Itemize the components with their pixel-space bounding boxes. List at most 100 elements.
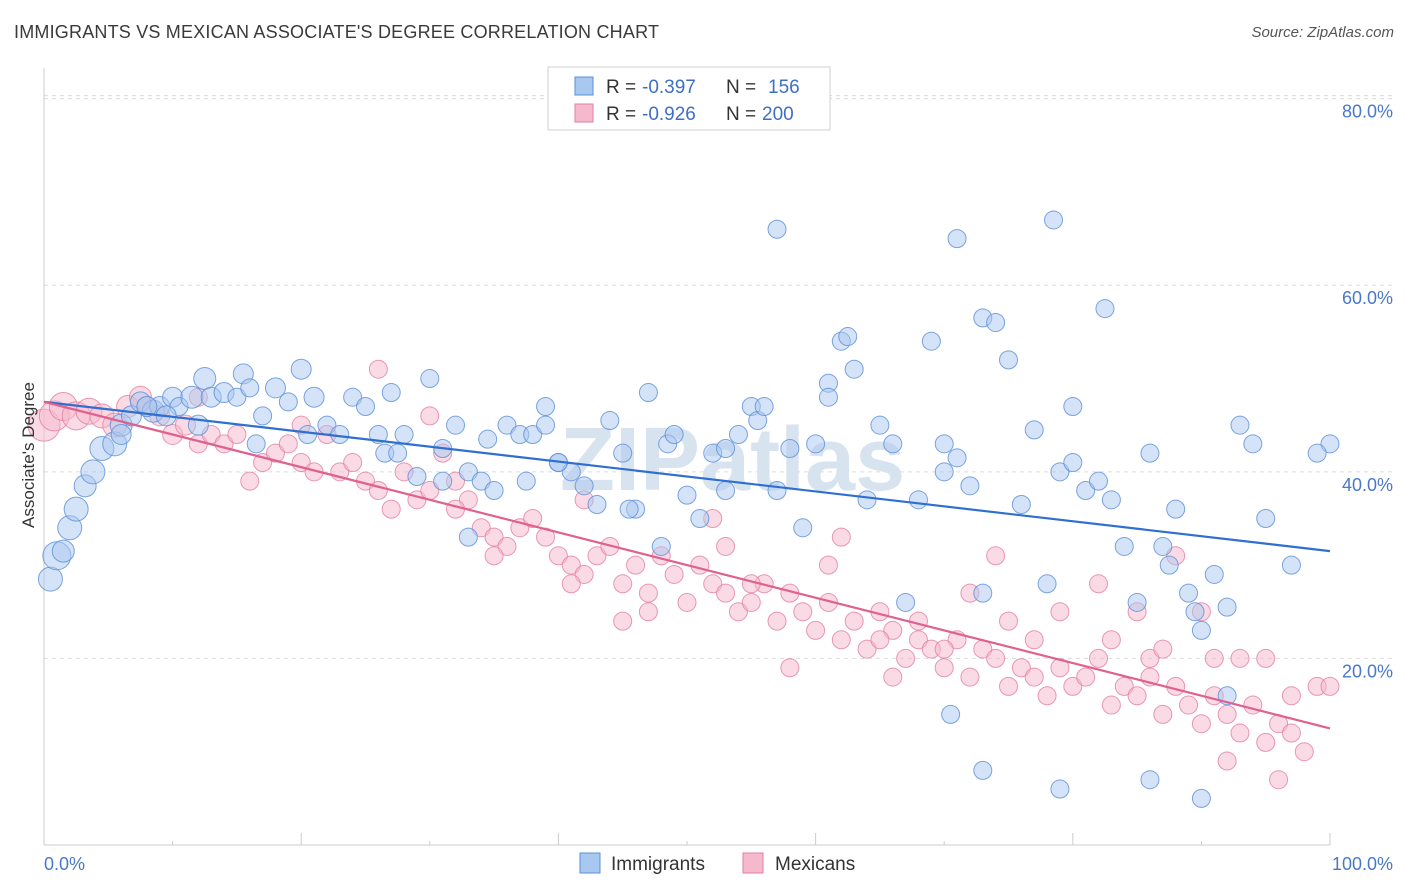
bottom-legend-swatch-mexicans xyxy=(742,852,764,874)
point-immigrants-40 xyxy=(458,462,478,482)
point-mexicans-94 xyxy=(1230,723,1250,743)
point-immigrants-102 xyxy=(1166,499,1186,519)
point-immigrants-47 xyxy=(523,425,543,445)
point-immigrants-61 xyxy=(690,508,710,528)
point-mexicans-58 xyxy=(767,611,787,631)
point-immigrants-35 xyxy=(394,425,414,445)
point-immigrants-121 xyxy=(818,387,838,407)
point-immigrants-25 xyxy=(278,392,298,412)
point-mexicans-114 xyxy=(716,536,736,556)
point-immigrants-53 xyxy=(600,411,620,431)
legend-r-label-mexicans: R = xyxy=(606,104,636,125)
point-mexicans-102 xyxy=(368,359,388,379)
point-mexicans-25 xyxy=(343,453,363,472)
point-immigrants-77 xyxy=(870,415,890,435)
point-mexicans-107 xyxy=(613,611,633,631)
point-immigrants-117 xyxy=(388,443,408,463)
point-immigrants-30 xyxy=(343,387,363,407)
point-mexicans-129 xyxy=(1204,648,1224,668)
point-mexicans-109 xyxy=(870,630,890,650)
point-immigrants-87 xyxy=(999,350,1018,370)
point-mexicans-73 xyxy=(960,667,980,687)
bottom-legend: Immigrants Mexicans xyxy=(579,852,855,875)
x-tick-label-0: 0.0% xyxy=(44,854,85,874)
point-immigrants-81 xyxy=(921,331,941,351)
point-immigrants-118 xyxy=(433,471,453,491)
point-mexicans-136 xyxy=(1153,639,1173,659)
point-immigrants-37 xyxy=(420,369,440,389)
point-mexicans-37 xyxy=(497,536,517,556)
point-mexicans-124 xyxy=(1101,630,1121,650)
point-immigrants-24 xyxy=(264,377,286,399)
point-mexicans-120 xyxy=(638,602,658,622)
point-mexicans-83 xyxy=(1089,648,1109,668)
point-mexicans-135 xyxy=(934,639,954,659)
point-immigrants-54 xyxy=(613,443,633,463)
point-immigrants-132 xyxy=(1281,555,1301,575)
point-immigrants-128 xyxy=(1050,779,1070,799)
point-immigrants-124 xyxy=(716,480,736,500)
point-immigrants-105 xyxy=(1191,620,1211,640)
legend-r-value-mexicans: -0.926 xyxy=(642,104,696,125)
point-mexicans-68 xyxy=(896,648,916,668)
legend-n-label-mexicans: N = xyxy=(726,104,756,125)
point-mexicans-56 xyxy=(741,592,761,612)
point-immigrants-59 xyxy=(664,425,684,445)
point-mexicans-119 xyxy=(1230,648,1250,668)
point-mexicans-117 xyxy=(1089,574,1109,594)
point-mexicans-130 xyxy=(883,667,903,687)
point-immigrants-80 xyxy=(908,490,928,510)
point-mexicans-113 xyxy=(561,574,581,594)
point-mexicans-67 xyxy=(883,620,903,640)
point-immigrants-103 xyxy=(1179,583,1199,603)
point-immigrants-123 xyxy=(973,583,993,603)
point-mexicans-78 xyxy=(1024,667,1044,687)
point-immigrants-76 xyxy=(857,490,877,510)
point-mexicans-101 xyxy=(1320,676,1340,696)
point-immigrants-138 xyxy=(246,434,266,454)
point-immigrants-134 xyxy=(1307,443,1327,463)
point-mexicans-46 xyxy=(613,574,633,594)
point-immigrants-69 xyxy=(780,439,800,459)
point-mexicans-60 xyxy=(793,602,813,622)
point-mexicans-63 xyxy=(831,630,851,650)
point-mexicans-65 xyxy=(857,639,877,659)
point-immigrants-16 xyxy=(180,385,204,409)
point-immigrants-42 xyxy=(478,429,498,449)
point-immigrants-22 xyxy=(240,378,260,398)
point-immigrants-96 xyxy=(1101,490,1121,510)
point-mexicans-17 xyxy=(240,471,260,491)
point-immigrants-31 xyxy=(356,397,375,417)
point-mexicans-133 xyxy=(1140,648,1160,668)
point-mexicans-110 xyxy=(999,611,1018,631)
point-immigrants-56 xyxy=(638,383,658,403)
point-immigrants-111 xyxy=(1044,210,1064,230)
point-immigrants-68 xyxy=(767,480,787,500)
points-layer xyxy=(27,210,1340,808)
point-immigrants-139 xyxy=(110,424,132,446)
point-immigrants-20 xyxy=(227,387,247,407)
point-immigrants-74 xyxy=(838,327,858,347)
point-mexicans-122 xyxy=(908,611,928,631)
trend-layer xyxy=(43,400,1331,730)
point-mexicans-16 xyxy=(227,425,247,445)
point-immigrants-57 xyxy=(651,536,671,556)
point-immigrants-114 xyxy=(536,397,556,417)
point-immigrants-41 xyxy=(471,471,491,491)
point-mexicans-121 xyxy=(780,658,800,678)
point-immigrants-34 xyxy=(381,383,401,403)
trend-line-mexicans xyxy=(43,400,1331,730)
legend-box: R = -0.397 N = 156 R = -0.926 N = 200 xyxy=(547,66,831,131)
point-immigrants-135 xyxy=(298,425,318,445)
point-mexicans-93 xyxy=(1217,704,1237,724)
point-immigrants-78 xyxy=(883,434,903,454)
point-mexicans-128 xyxy=(1217,751,1237,771)
point-mexicans-69 xyxy=(908,630,928,650)
point-mexicans-61 xyxy=(806,620,826,640)
point-immigrants-26 xyxy=(290,358,312,380)
point-immigrants-43 xyxy=(484,480,504,500)
point-mexicans-98 xyxy=(1281,723,1301,743)
point-mexicans-47 xyxy=(626,555,646,575)
tick-label-layer: 20.0% 40.0% 60.0% 80.0% 0.0% 100.0% xyxy=(44,102,1393,874)
